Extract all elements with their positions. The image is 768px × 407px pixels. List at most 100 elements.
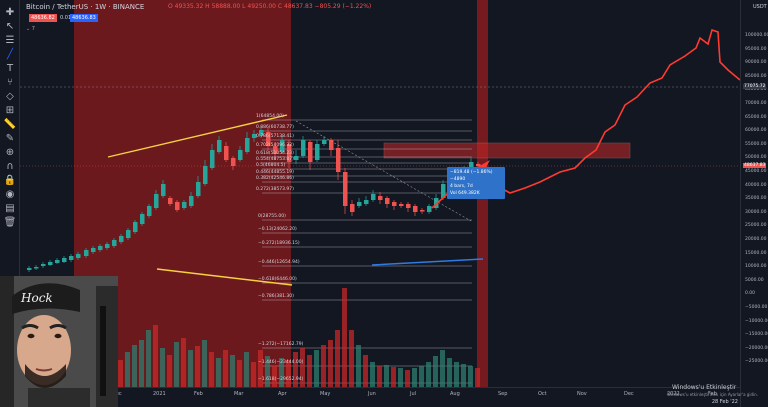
time-axis-label: Jul xyxy=(410,391,417,397)
lower-trendline[interactable] xyxy=(156,268,293,286)
candle-body xyxy=(203,166,208,184)
price-axis-label: 20000.00 xyxy=(745,237,767,242)
candle-body xyxy=(357,202,362,206)
fork-icon[interactable]: ⑂ xyxy=(7,77,13,88)
candle-body xyxy=(322,140,327,144)
volume-bar xyxy=(363,355,368,387)
fib-level-label: 0.702(54096.32) xyxy=(256,143,294,148)
fib-level-label: 0.272(38573.97) xyxy=(256,187,294,192)
candle-body xyxy=(91,248,96,252)
volume-bar xyxy=(132,345,137,387)
volume-bar xyxy=(160,348,165,387)
trash-icon[interactable]: 🗑 xyxy=(3,217,17,228)
volume-bar xyxy=(230,355,235,387)
volume-bar xyxy=(202,340,207,387)
time-axis-label: Apr xyxy=(278,391,287,397)
candle-body xyxy=(385,198,390,204)
fib-level-label: 0.554(48753.87) xyxy=(256,157,294,162)
volume-bar xyxy=(433,356,438,387)
fib-level-label: 0.618(51054.23) xyxy=(256,151,294,156)
candle-body xyxy=(48,262,53,265)
volume-bars xyxy=(118,288,480,387)
fib-level-label: −1.272(−17162.79) xyxy=(258,342,304,347)
volume-bar xyxy=(419,366,424,387)
candle-body xyxy=(469,162,474,170)
price-axis-label: 5000.00 xyxy=(745,277,764,283)
fib-level-label: −0.618(6446.00) xyxy=(258,277,297,282)
lines-icon[interactable]: ☰ xyxy=(5,35,15,46)
volume-bar xyxy=(468,366,473,387)
pattern-icon[interactable]: ◇ xyxy=(6,91,14,102)
price-axis-label: 65000.00 xyxy=(745,114,767,120)
price-axis-label: 10000.00 xyxy=(745,264,767,270)
zoom-icon[interactable]: ⊕ xyxy=(5,147,15,158)
upper-trendline[interactable] xyxy=(107,114,288,158)
volume-bar xyxy=(293,352,298,387)
sell-button[interactable]: 48636.82 xyxy=(29,14,57,22)
candle-body xyxy=(69,256,74,260)
fib-level-label: 1(64854.00) xyxy=(256,114,284,119)
price-axis-label: 100000.00 xyxy=(745,33,768,38)
volume-bar xyxy=(272,366,277,387)
buy-button[interactable]: 48636.83 xyxy=(70,14,98,22)
volume-bar xyxy=(279,358,284,387)
volume-bar xyxy=(454,362,459,387)
candle-body xyxy=(217,140,222,152)
candle-body xyxy=(34,267,39,269)
volume-bar xyxy=(216,358,221,387)
fib-level-label: −0.786(381.30) xyxy=(258,294,294,299)
candle-body xyxy=(364,200,369,204)
symbol-title[interactable]: Bitcoin / TetherUS · 1W · BINANCE xyxy=(26,3,145,11)
trendline-icon[interactable]: ╱ xyxy=(6,49,14,60)
candle-body xyxy=(406,204,411,208)
candle-body xyxy=(280,140,285,152)
volume-bar xyxy=(475,368,480,387)
forecast-icon[interactable]: ⊞ xyxy=(5,105,15,116)
volume-bar xyxy=(265,356,270,387)
price-axis-label: −5000.00 xyxy=(745,305,768,310)
time-axis-label: Oct xyxy=(538,391,547,397)
layers-icon[interactable]: ▤ xyxy=(5,203,15,214)
crosshair-icon[interactable]: ✚ xyxy=(5,7,15,18)
fib-diagonal xyxy=(295,120,472,222)
volume-bar xyxy=(244,352,249,387)
fib-level-label: 0.886(60738.77) xyxy=(256,125,294,130)
cursor-icon[interactable]: ↖ xyxy=(5,21,15,32)
time-axis-label: Feb xyxy=(194,391,203,397)
axis-currency[interactable]: USDT xyxy=(753,4,767,10)
candle-body xyxy=(392,202,397,206)
candle-body xyxy=(315,144,320,160)
time-axis-label: Jun xyxy=(368,391,376,397)
price-axis[interactable]: USDT 100000.00 95000.00 90000.00 85000.00 80… xyxy=(740,0,768,407)
text-tool-icon[interactable]: T xyxy=(6,63,14,74)
indicator-toggle[interactable]: ⌄ 7 xyxy=(26,26,35,32)
fib-level-label: −1.618(−29652.94) xyxy=(258,377,304,382)
volume-bar xyxy=(335,330,340,387)
candle-body xyxy=(427,206,432,212)
brush-icon[interactable]: ✎ xyxy=(5,133,15,144)
volume-bar xyxy=(391,367,396,387)
candle-body xyxy=(41,264,46,266)
ruler-icon[interactable]: 📏 xyxy=(3,119,17,130)
fib-level-label: 0.5(46804.5) xyxy=(256,163,286,168)
candle-body xyxy=(147,206,152,216)
eye-icon[interactable]: ◉ xyxy=(5,189,15,200)
volume-bar xyxy=(314,350,319,387)
lock-icon[interactable]: 🔒 xyxy=(3,175,17,186)
candle-body xyxy=(343,172,348,206)
candle-body xyxy=(140,214,145,224)
candle-body xyxy=(182,202,187,208)
webcam-overlay: Hock xyxy=(0,276,118,407)
fib-retracement[interactable] xyxy=(262,119,472,384)
candle-body xyxy=(350,204,355,212)
measure-change: −819.48 (−1.86%) −4890 xyxy=(450,170,493,182)
volume-bar xyxy=(412,368,417,387)
volume-bar xyxy=(321,345,326,387)
candle-body xyxy=(308,142,313,162)
volume-bar xyxy=(300,348,305,387)
volume-bar xyxy=(356,345,361,387)
blue-trendline[interactable] xyxy=(371,258,484,266)
time-axis[interactable]: Dec2021FebMarAprMayJunJulAugSepOctNovDec… xyxy=(20,387,740,407)
magnet-icon[interactable]: ∩ xyxy=(6,161,14,172)
